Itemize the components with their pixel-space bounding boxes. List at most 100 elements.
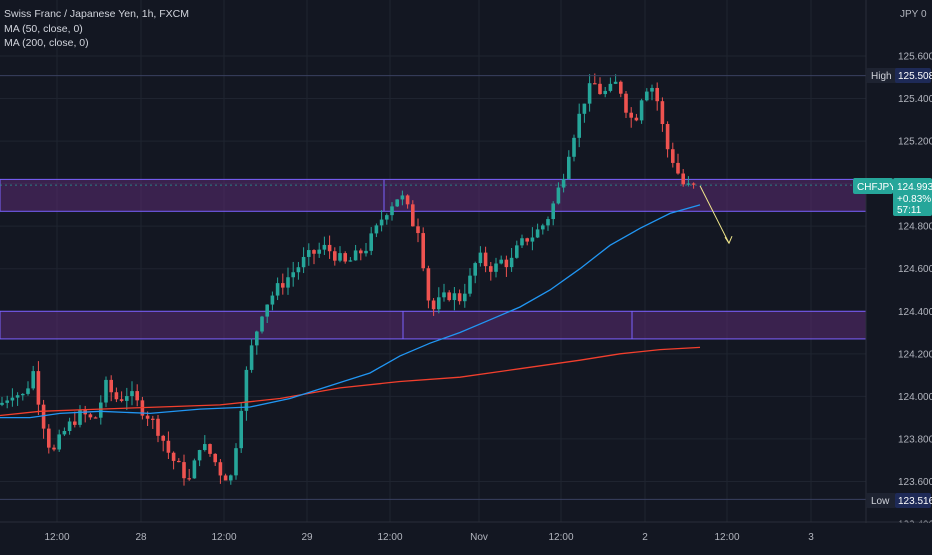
- ma200-legend: MA (200, close, 0): [4, 37, 89, 49]
- candle-down: [457, 293, 462, 302]
- candle-down: [161, 435, 165, 441]
- candle-down: [218, 462, 223, 476]
- time-tick-label: 29: [301, 532, 313, 543]
- candle-up: [192, 460, 197, 479]
- candle-up: [686, 183, 691, 185]
- candle-up: [582, 103, 587, 114]
- price-tick-label: 124.800: [898, 222, 932, 233]
- candle-down: [333, 251, 337, 261]
- candle-down: [73, 421, 77, 425]
- candle-up: [307, 250, 311, 257]
- time-tick-label: 12:00: [211, 532, 236, 543]
- candle-up: [203, 444, 207, 451]
- candle-up: [353, 250, 358, 261]
- price-tick-label: 123.600: [898, 477, 932, 488]
- candle-up: [31, 371, 35, 389]
- candle-down: [624, 93, 628, 113]
- candle-up: [62, 430, 67, 435]
- candle-down: [431, 300, 436, 310]
- candle-up: [99, 402, 103, 418]
- candle-down: [182, 462, 186, 479]
- candle-up: [499, 259, 503, 264]
- price-change: +0.83%: [897, 194, 931, 205]
- arrow-head: [724, 236, 733, 245]
- low-label: Low: [871, 496, 890, 507]
- candle-up: [239, 410, 243, 449]
- time-tick-label: 28: [135, 532, 147, 543]
- candle-up: [10, 397, 15, 401]
- candle-up: [317, 249, 321, 254]
- symbol-title: Swiss Franc / Japanese Yen, 1h, FXCM: [4, 8, 190, 20]
- candle-down: [208, 444, 212, 454]
- candle-up: [348, 260, 353, 262]
- price-tick-label: 124.200: [898, 349, 932, 360]
- candle-up: [385, 215, 389, 220]
- price-tick-label: 125.600: [898, 52, 932, 63]
- candle-down: [629, 112, 633, 118]
- candle-down: [426, 268, 431, 301]
- candle-up: [587, 83, 592, 104]
- candle-up: [15, 395, 20, 398]
- candle-down: [119, 399, 124, 401]
- moving-averages: [0, 204, 701, 419]
- candle-up: [561, 178, 566, 188]
- candle-down: [156, 418, 160, 436]
- candle-up: [265, 304, 269, 317]
- candle-up: [608, 83, 613, 91]
- candle-up: [301, 256, 306, 268]
- candle-up: [104, 379, 108, 403]
- candle-down: [676, 162, 680, 174]
- candle-down: [213, 453, 217, 463]
- candle-up: [249, 345, 254, 370]
- candle-up: [275, 283, 280, 296]
- candle-up: [541, 225, 545, 230]
- candle-up: [551, 203, 555, 220]
- time-axis: 12:00 28 12:00 29 12:00 Nov 12:00 2 12:00 3: [0, 521, 932, 550]
- projection-arrow: [699, 185, 730, 244]
- candle-down: [93, 417, 98, 419]
- price-tick-label: 124.000: [898, 392, 932, 403]
- candle-down: [135, 391, 139, 401]
- low-value: 123.516: [898, 496, 932, 507]
- candle-up: [463, 293, 467, 302]
- price-tick-label: 123.800: [898, 434, 932, 445]
- high-label: High: [871, 71, 892, 82]
- candle-up: [639, 100, 644, 121]
- candle-up: [400, 195, 405, 200]
- time-tick-label: 12:00: [714, 532, 739, 543]
- candle-up: [509, 257, 514, 268]
- candle-up: [369, 233, 373, 251]
- candle-up: [468, 275, 472, 294]
- high-value-badge: [895, 68, 931, 83]
- candle-down: [171, 452, 176, 461]
- candle-down: [405, 195, 410, 205]
- candle-down: [359, 250, 363, 254]
- ma50-line: [0, 204, 701, 419]
- candle-up: [244, 369, 249, 411]
- candle-down: [665, 124, 670, 150]
- candle-up: [556, 187, 561, 204]
- chart-legend: Swiss Franc / Japanese Yen, 1h, FXCM MA …: [4, 7, 189, 51]
- price-tick-label: 125.200: [898, 137, 932, 148]
- time-tick-label: 12:00: [44, 532, 69, 543]
- candle-down: [151, 418, 155, 420]
- time-tick-label: Nov: [470, 532, 488, 543]
- candle-down: [483, 252, 488, 267]
- candle-up: [197, 450, 202, 461]
- high-value: 125.508: [898, 71, 932, 82]
- candlestick-series: [0, 73, 696, 486]
- support-resistance-zones: [0, 178, 867, 340]
- candle-up: [567, 156, 571, 179]
- candle-up: [21, 393, 25, 396]
- candle-down: [655, 87, 659, 102]
- time-tick-label: 3: [808, 532, 814, 543]
- time-tick-label: 12:00: [548, 532, 573, 543]
- candle-down: [660, 101, 665, 125]
- candle-up: [515, 245, 519, 258]
- price-tick-label: 125.400: [898, 94, 932, 105]
- current-price: 124.993: [897, 182, 932, 193]
- candle-up: [57, 434, 61, 450]
- candle-down: [671, 149, 675, 163]
